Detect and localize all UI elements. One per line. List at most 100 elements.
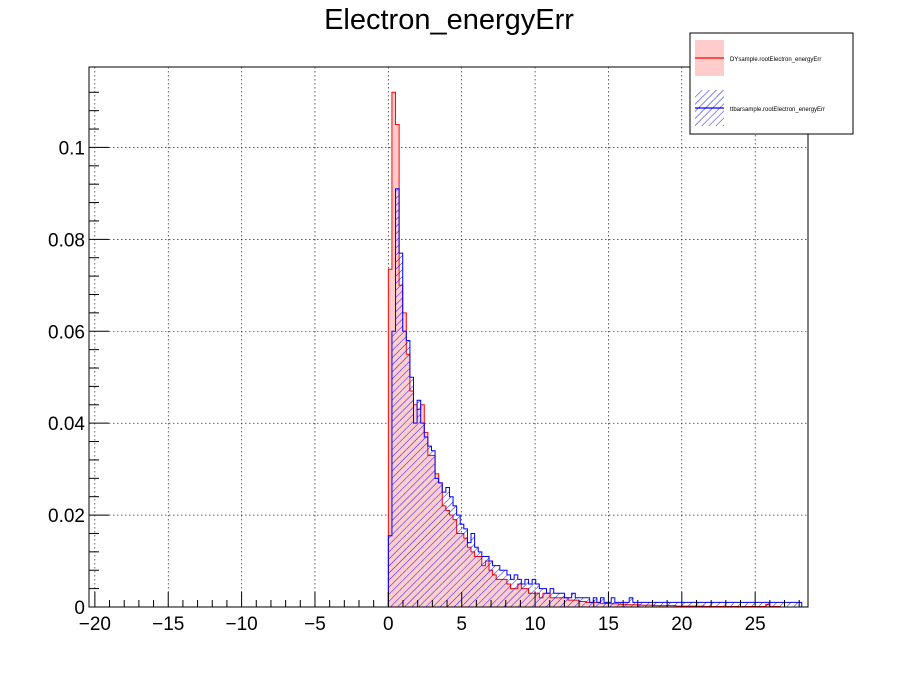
histogram-bin xyxy=(485,556,489,607)
x-tick-label: 20 xyxy=(671,614,692,635)
histogram-bin xyxy=(553,593,558,607)
histogram-bin xyxy=(506,574,511,607)
histogram-bin xyxy=(467,542,472,607)
histogram-bin xyxy=(391,331,396,607)
histogram-bin xyxy=(729,602,734,607)
histogram-bin xyxy=(719,602,723,607)
histogram-bin xyxy=(395,188,400,607)
histogram-bin xyxy=(693,602,698,607)
histogram-bin xyxy=(431,450,436,607)
histogram-bin xyxy=(571,593,576,607)
histogram-bin xyxy=(568,597,572,607)
histogram-bin xyxy=(589,602,594,607)
histogram-bin xyxy=(798,602,802,607)
histogram-bin xyxy=(751,602,756,607)
histogram-bin xyxy=(654,602,658,607)
histogram-bin xyxy=(596,602,601,607)
legend-label: ttbarsample.rootElectron_energyErr xyxy=(730,107,825,113)
histogram-bin xyxy=(675,602,680,607)
histogram-bin xyxy=(690,602,694,607)
axes: −20 −15 −10 −5 0 5 10 15 20 25 0 0.02 0.04 0.06 0.08 0.… xyxy=(48,66,809,635)
series-layer xyxy=(387,91,803,608)
histogram-outline xyxy=(387,188,803,607)
histogram-bin xyxy=(438,482,443,607)
histogram-bin xyxy=(499,570,504,607)
histogram-bin xyxy=(424,436,428,607)
legend-label: DYsample.rootElectron_energyErr xyxy=(730,57,821,63)
histogram-bin xyxy=(521,584,525,607)
histogram-bin xyxy=(524,579,529,607)
histogram-bin xyxy=(560,593,565,607)
histogram-bin xyxy=(747,602,752,607)
histogram-bin xyxy=(683,602,687,607)
y-tick-label: 0.02 xyxy=(48,506,85,527)
histogram-bin xyxy=(388,269,392,607)
histogram-bin xyxy=(776,602,781,607)
histogram-bin xyxy=(604,602,608,607)
y-tick-label: 0.04 xyxy=(48,414,85,435)
histogram-bin xyxy=(629,597,633,607)
histogram-bin xyxy=(643,602,648,607)
x-tick-label: 25 xyxy=(745,614,766,635)
x-tick-label: 0 xyxy=(383,614,394,635)
histogram-bin xyxy=(503,570,507,607)
histogram-bin xyxy=(463,528,468,607)
histogram-bin xyxy=(726,602,730,607)
histogram-bin xyxy=(578,597,583,607)
histogram-bin xyxy=(409,377,414,607)
histogram-bin xyxy=(755,602,759,607)
histogram-bin xyxy=(625,602,630,607)
histogram-bin xyxy=(593,597,597,607)
histogram-bin xyxy=(611,597,615,607)
y-tick-label: 0.08 xyxy=(48,230,85,251)
x-tick-label: −5 xyxy=(304,614,326,635)
histogram-bin xyxy=(733,602,738,607)
histogram-bin xyxy=(539,588,543,607)
histogram-bin xyxy=(442,492,446,607)
histogram-bin xyxy=(744,602,748,607)
histogram-bin xyxy=(632,602,637,607)
histogram-bin xyxy=(481,556,486,607)
histogram-bin xyxy=(413,423,418,607)
histogram-bin xyxy=(668,602,673,607)
legend: DYsample.rootElectron_energyErr ttbarsamp… xyxy=(689,32,854,135)
histogram-bin xyxy=(686,602,691,607)
histogram-bin xyxy=(453,505,457,607)
histogram-bin xyxy=(787,602,791,607)
histogram-bin xyxy=(765,602,770,607)
histogram-bin xyxy=(783,602,788,607)
x-tick-label: 10 xyxy=(525,614,546,635)
histogram-bin xyxy=(607,602,612,607)
histogram-bin xyxy=(672,602,676,607)
series-ttbar xyxy=(387,188,803,607)
histogram-bin xyxy=(647,602,651,607)
histogram-bin xyxy=(557,593,561,607)
histogram-bin xyxy=(496,565,500,607)
histogram-bin xyxy=(402,331,407,607)
histogram-bin xyxy=(528,584,533,607)
histogram-bin xyxy=(474,547,479,607)
y-tick-label: 0 xyxy=(74,598,85,619)
histogram-bin xyxy=(762,602,766,607)
histogram-bin xyxy=(708,602,712,607)
histogram-bin xyxy=(399,253,403,607)
x-tick-label: −10 xyxy=(225,614,257,635)
y-tick-label: 0.06 xyxy=(48,322,85,343)
histogram-bin xyxy=(514,574,518,607)
histogram-bin xyxy=(622,602,626,607)
histogram-bin xyxy=(406,340,410,607)
histogram-bin xyxy=(780,602,784,607)
histogram-bin xyxy=(600,597,605,607)
histogram-bin xyxy=(697,602,702,607)
histogram-bin xyxy=(535,584,540,607)
histogram-bin xyxy=(715,602,720,607)
histogram-bin xyxy=(657,602,662,607)
histogram-bin xyxy=(420,423,425,607)
histogram-bin xyxy=(456,515,461,607)
plot-frame xyxy=(88,66,809,608)
histogram-bin xyxy=(510,579,515,607)
histogram-bin xyxy=(517,579,522,607)
x-tick-label: 15 xyxy=(598,614,619,635)
histogram-bin xyxy=(582,597,587,607)
histogram-bin xyxy=(532,579,536,607)
